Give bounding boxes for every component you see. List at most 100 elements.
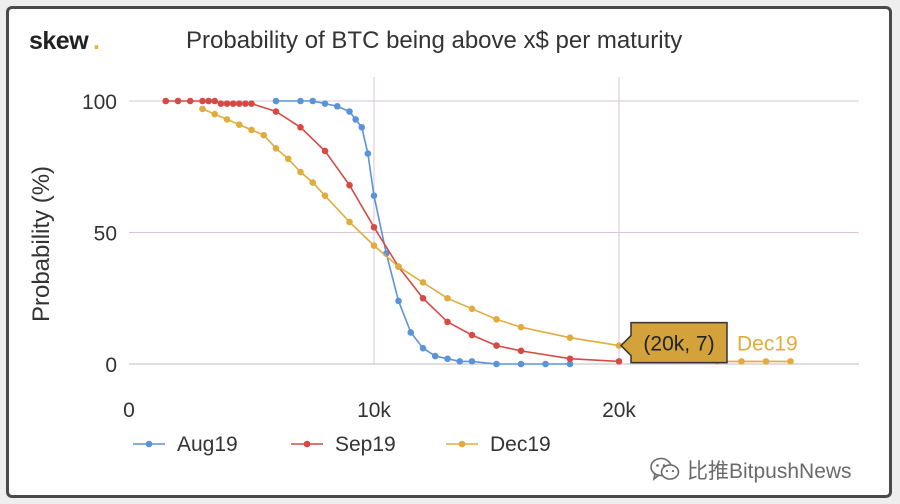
data-point bbox=[431, 352, 439, 360]
data-point bbox=[199, 105, 206, 113]
chart-title: Probability of BTC being above x$ per ma… bbox=[186, 27, 683, 54]
data-point bbox=[260, 131, 268, 139]
legend: Aug19 Sep19 Dec19 bbox=[133, 433, 551, 456]
data-point bbox=[297, 124, 304, 131]
data-point bbox=[517, 360, 525, 368]
data-point bbox=[242, 100, 249, 107]
data-point bbox=[370, 242, 378, 249]
data-point bbox=[199, 97, 206, 105]
tooltip-series-name: Dec19 bbox=[737, 333, 798, 356]
data-point bbox=[272, 145, 280, 152]
series-line bbox=[276, 100, 570, 365]
logo-dot: . bbox=[93, 27, 100, 55]
y-tick-label: 100 bbox=[82, 91, 117, 114]
data-point bbox=[738, 358, 745, 365]
data-point bbox=[762, 358, 770, 365]
data-point bbox=[419, 279, 427, 286]
data-point bbox=[174, 97, 182, 105]
data-point bbox=[566, 360, 574, 368]
data-point bbox=[456, 358, 464, 365]
series-sep19 bbox=[162, 97, 623, 365]
tooltip: (20k, 7) Dec19 bbox=[619, 321, 798, 364]
axes: 0 50 100 0 10k 20k bbox=[82, 91, 636, 422]
data-point bbox=[370, 223, 378, 231]
data-point bbox=[297, 168, 304, 176]
data-point bbox=[615, 358, 623, 365]
data-point bbox=[395, 297, 402, 305]
series-aug19 bbox=[272, 97, 574, 368]
data-point bbox=[223, 100, 231, 107]
logo: skew bbox=[29, 27, 89, 55]
data-point bbox=[566, 334, 574, 342]
tooltip-label: (20k, 7) bbox=[643, 333, 714, 356]
data-point bbox=[493, 342, 500, 349]
legend-label: Sep19 bbox=[335, 433, 396, 456]
data-point bbox=[346, 108, 353, 115]
data-point bbox=[566, 355, 574, 363]
data-point bbox=[284, 155, 292, 163]
data-point bbox=[223, 116, 231, 123]
data-point bbox=[395, 263, 402, 270]
data-point bbox=[419, 294, 427, 302]
data-point bbox=[229, 100, 237, 107]
data-point bbox=[297, 97, 304, 105]
legend-item-dec19: Dec19 bbox=[446, 433, 551, 456]
data-point bbox=[309, 179, 317, 186]
data-point bbox=[364, 150, 372, 157]
series-layer bbox=[162, 97, 794, 368]
data-point bbox=[615, 342, 623, 349]
x-tick-label: 10k bbox=[357, 399, 391, 422]
data-point bbox=[272, 97, 280, 105]
data-point bbox=[211, 97, 219, 105]
legend-item-aug19: Aug19 bbox=[133, 433, 238, 456]
data-point bbox=[321, 100, 329, 107]
data-point bbox=[211, 110, 219, 118]
legend-label: Aug19 bbox=[177, 433, 238, 456]
data-point bbox=[468, 305, 476, 313]
data-point bbox=[370, 192, 378, 199]
legend-marker bbox=[145, 440, 153, 448]
data-point bbox=[235, 121, 243, 128]
chart-card: skew . Probability of BTC being above x$… bbox=[6, 6, 892, 498]
data-point bbox=[186, 97, 194, 105]
y-axis-label: Probability (%) bbox=[28, 166, 55, 322]
data-point bbox=[235, 100, 243, 107]
y-tick-label: 50 bbox=[94, 223, 117, 246]
x-tick-label: 20k bbox=[602, 399, 636, 422]
data-point bbox=[444, 318, 451, 326]
data-point bbox=[419, 344, 427, 352]
data-point bbox=[358, 124, 366, 131]
series-line bbox=[165, 100, 620, 363]
legend-marker bbox=[458, 440, 466, 448]
data-point bbox=[346, 181, 353, 189]
data-point bbox=[407, 329, 415, 336]
data-point bbox=[517, 323, 525, 331]
data-point bbox=[787, 358, 794, 365]
watermark: 比推BitpushNews bbox=[649, 455, 852, 485]
legend-marker bbox=[303, 440, 311, 448]
watermark-text: 比推BitpushNews bbox=[687, 460, 852, 483]
data-point bbox=[321, 147, 329, 155]
data-point bbox=[272, 108, 280, 115]
wechat-icon bbox=[650, 457, 680, 481]
data-point bbox=[444, 294, 451, 302]
legend-item-sep19: Sep19 bbox=[291, 433, 396, 456]
tooltip-box bbox=[619, 321, 728, 364]
y-tick-label: 0 bbox=[105, 354, 117, 377]
data-point bbox=[444, 355, 451, 363]
data-point bbox=[468, 358, 476, 365]
data-point bbox=[352, 116, 359, 123]
data-point bbox=[205, 97, 212, 105]
data-point bbox=[346, 218, 353, 226]
data-point bbox=[309, 97, 317, 105]
data-point bbox=[248, 100, 255, 107]
data-point bbox=[468, 331, 476, 339]
data-point bbox=[517, 347, 525, 355]
data-point bbox=[248, 126, 255, 134]
data-point bbox=[493, 360, 500, 368]
data-point bbox=[333, 102, 341, 110]
data-point bbox=[162, 97, 170, 105]
x-tick-label: 0 bbox=[123, 399, 135, 422]
data-point bbox=[493, 315, 500, 323]
legend-label: Dec19 bbox=[490, 433, 551, 456]
